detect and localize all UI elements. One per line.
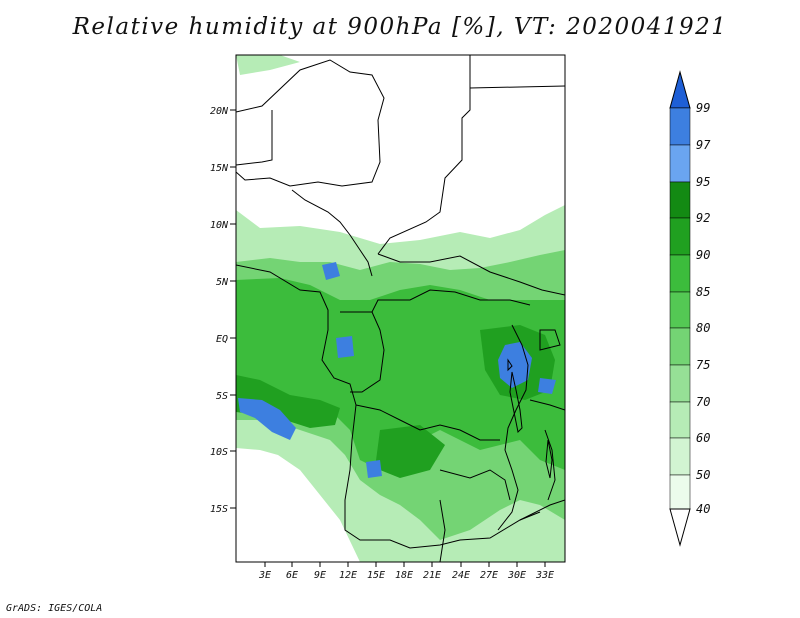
colorbar-swatch xyxy=(669,181,691,219)
lat-label: 15N xyxy=(210,163,229,174)
colorbar-label: 97 xyxy=(696,138,711,152)
colorbar-label: 80 xyxy=(696,321,710,335)
colorbar-swatch xyxy=(669,327,691,366)
colorbar-swatch xyxy=(669,437,691,476)
border-gulf-coast xyxy=(236,264,357,406)
border-nigeria-cameroon xyxy=(291,189,373,277)
lon-label: 6E xyxy=(286,570,298,581)
colorbar-swatch xyxy=(669,401,691,439)
border-zambia xyxy=(439,469,511,501)
border-drc-south xyxy=(355,404,500,441)
great-lakes xyxy=(507,358,553,479)
border-sudan-north xyxy=(469,85,565,89)
grads-credit: GrADS: IGES/COLA xyxy=(6,603,103,614)
lon-label: 27E xyxy=(480,570,498,581)
lat-label: 10S xyxy=(210,447,228,458)
lon-label: 24E xyxy=(452,570,470,581)
colorbar-label: 95 xyxy=(696,175,710,189)
lon-label: 30E xyxy=(507,570,526,581)
colorbar-label: 75 xyxy=(696,358,710,372)
rh-band-wet-south xyxy=(375,425,445,478)
lon-label: 12E xyxy=(339,570,357,581)
colorbar-swatch xyxy=(669,144,691,183)
lat-label: 5S xyxy=(216,391,228,402)
border-tanzania xyxy=(529,399,565,411)
colorbar-swatch xyxy=(669,217,691,256)
map-plot-area xyxy=(236,55,565,562)
latitude-axis: 20N 15N 10N 5N EQ 5S 10S 15S xyxy=(210,106,236,515)
colorbar-label: 85 xyxy=(696,285,710,299)
border-angola xyxy=(344,404,541,549)
lon-label: 33E xyxy=(535,570,554,581)
colorbar-label: 60 xyxy=(696,431,710,445)
longitude-axis: 3E 6E 9E 12E 15E 18E 21E 24E 27E 30E 33E xyxy=(258,562,554,581)
colorbar-swatch xyxy=(669,254,691,293)
colorbar-label: 40 xyxy=(696,502,710,516)
border-mozambique xyxy=(519,499,565,521)
border-sahel-west xyxy=(236,59,385,187)
lat-label: 5N xyxy=(216,277,229,288)
colorbar-bottom-arrow xyxy=(669,508,691,547)
colorbar-label: 50 xyxy=(696,468,710,482)
border-drc-east xyxy=(497,324,529,531)
colorbar-label: 70 xyxy=(696,395,710,409)
rh-saturated-lakes xyxy=(498,342,532,388)
colorbar-swatch xyxy=(669,291,691,329)
humidity-field xyxy=(236,55,565,562)
lake-malawi xyxy=(545,439,553,479)
colorbar-label: 99 xyxy=(696,101,710,115)
rh-saturated-coast-1 xyxy=(322,262,340,280)
colorbar-label: 90 xyxy=(696,248,710,262)
rh-saturated-atlantic xyxy=(238,398,296,440)
rh-saturated-south xyxy=(366,460,382,478)
border-niger-nigeria xyxy=(236,110,273,166)
lat-label: 15S xyxy=(210,504,228,515)
border-congo-north xyxy=(340,289,531,313)
rh-saturated-coast-2 xyxy=(336,336,354,358)
lon-label: 21E xyxy=(423,570,441,581)
colorbar-swatch xyxy=(669,474,691,510)
rh-band-moist xyxy=(236,278,565,470)
border-car xyxy=(377,253,565,296)
country-borders xyxy=(236,55,565,562)
lon-label: 18E xyxy=(395,570,413,581)
lake-kivu xyxy=(507,358,513,372)
colorbar-swatch xyxy=(669,364,691,403)
colorbar-top-arrow xyxy=(669,70,691,109)
colorbar-label: 92 xyxy=(696,211,710,225)
lat-label: 10N xyxy=(210,220,229,231)
lat-label: EQ xyxy=(216,334,228,345)
rh-band-upper-north xyxy=(236,55,300,75)
border-chad-sudan xyxy=(377,55,471,255)
border-congo-river xyxy=(350,311,385,393)
lat-label: 20N xyxy=(210,106,229,117)
map-title: Relative humidity at 900hPa [%], VT: 202… xyxy=(72,14,728,40)
lon-label: 15E xyxy=(367,570,385,581)
map-frame xyxy=(235,54,566,563)
border-south xyxy=(439,499,446,562)
rh-saturated-east xyxy=(538,378,556,394)
border-uganda xyxy=(539,329,561,351)
colorbar: 99 97 95 92 90 85 80 75 70 60 50 40 xyxy=(669,70,711,547)
lon-label: 9E xyxy=(314,570,326,581)
colorbar-swatch xyxy=(669,107,691,146)
lon-label: 3E xyxy=(258,570,271,581)
lake-tanganyika xyxy=(509,371,523,434)
